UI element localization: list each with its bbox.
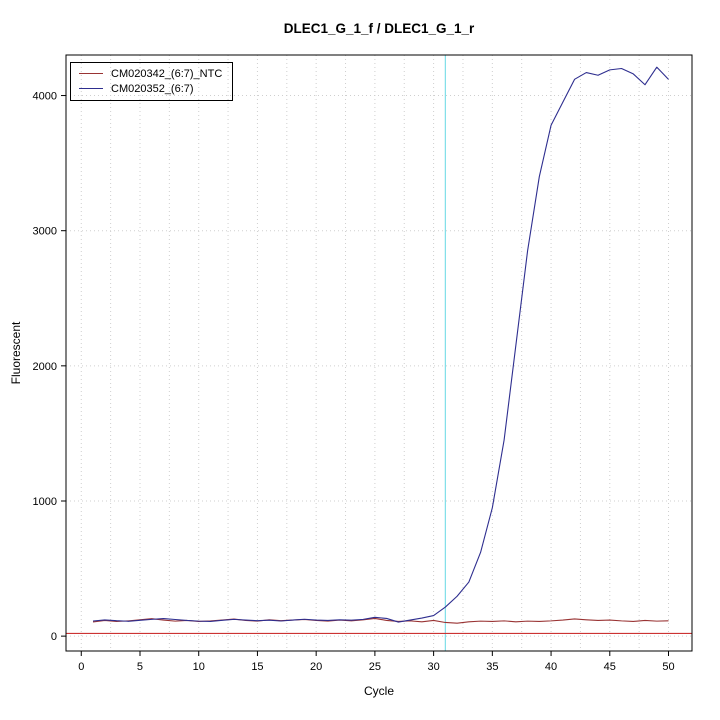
y-axis-label: Fluorescent xyxy=(9,321,23,385)
chart-title: DLEC1_G_1_f / DLEC1_G_1_r xyxy=(283,21,475,36)
plot-border xyxy=(65,54,693,652)
x-tick-label: 35 xyxy=(486,661,498,673)
x-tick-label: 30 xyxy=(427,661,439,673)
y-tick-label: 3000 xyxy=(33,226,57,238)
x-tick-label: 15 xyxy=(251,661,263,673)
legend-line-swatch-sample xyxy=(79,88,103,89)
x-tick-label: 5 xyxy=(137,661,143,673)
y-tick-label: 1000 xyxy=(33,496,57,508)
legend-item-sample: CM020352_(6:7) xyxy=(79,81,222,96)
x-axis-label: Cycle xyxy=(363,684,394,698)
x-tick-label: 10 xyxy=(193,661,205,673)
legend-line-swatch-ntc xyxy=(79,73,103,74)
x-tick-label: 25 xyxy=(369,661,381,673)
legend: CM020342_(6:7)_NTC CM020352_(6:7) xyxy=(70,62,234,101)
x-tick-label: 50 xyxy=(662,661,674,673)
x-tick-label: 40 xyxy=(545,661,557,673)
y-tick-label: 2000 xyxy=(33,361,57,373)
legend-item-ntc: CM020342_(6:7)_NTC xyxy=(79,66,222,81)
legend-label-ntc: CM020342_(6:7)_NTC xyxy=(111,67,223,80)
series-line-0 xyxy=(92,617,669,624)
y-tick-label: 0 xyxy=(51,631,57,643)
x-tick-label: 0 xyxy=(78,661,84,673)
x-tick-label: 20 xyxy=(310,661,322,673)
y-tick-label: 4000 xyxy=(33,91,57,103)
series-line-1 xyxy=(92,66,669,623)
x-tick-label: 45 xyxy=(604,661,616,673)
legend-label-sample: CM020352_(6:7) xyxy=(111,82,194,95)
